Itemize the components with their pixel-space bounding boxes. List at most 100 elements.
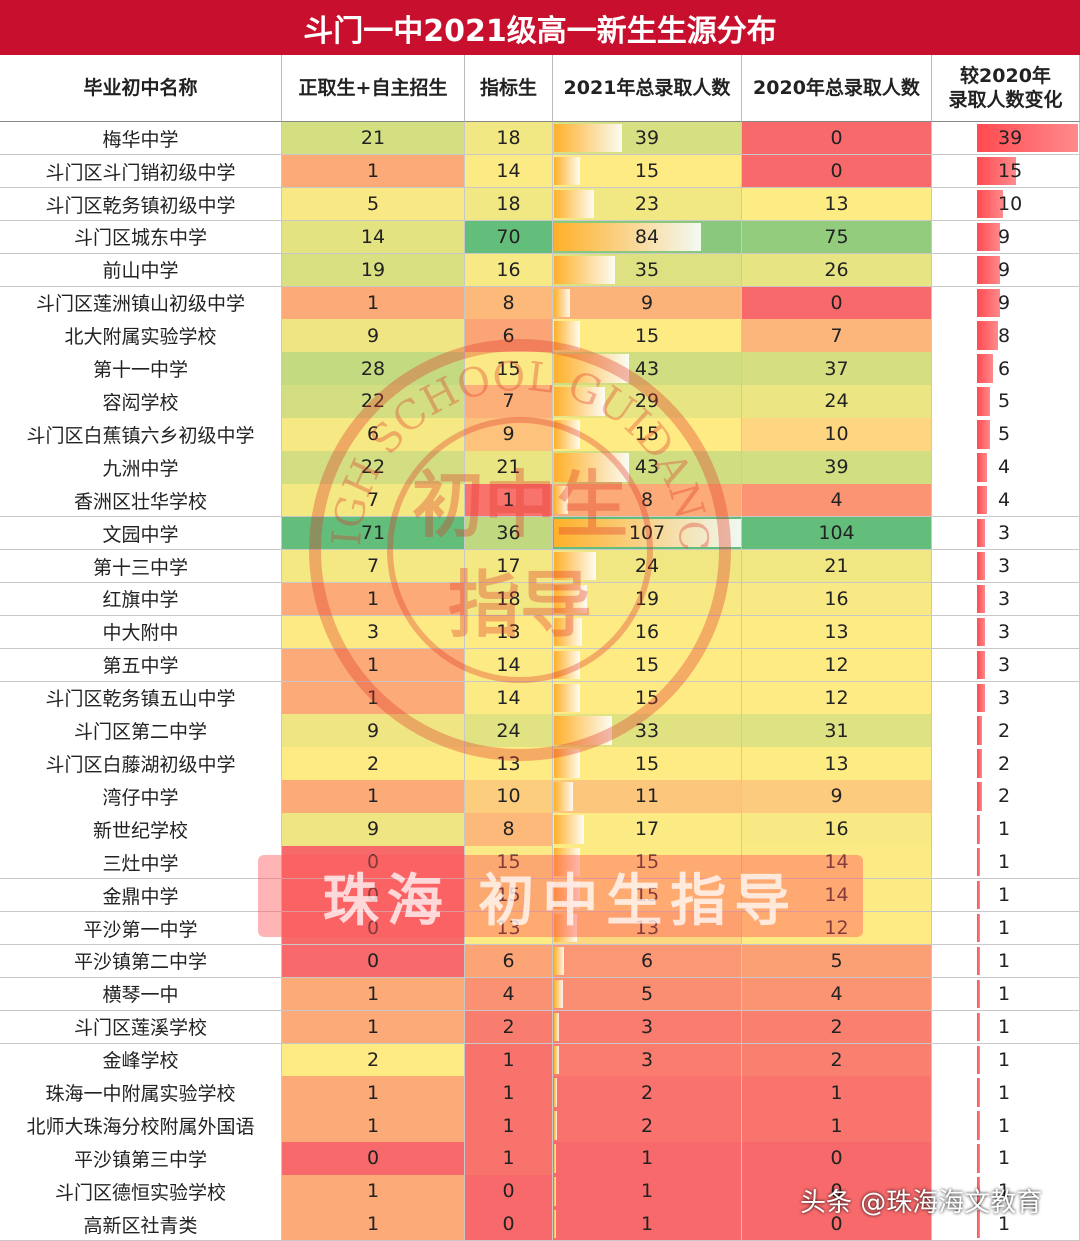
- value-text: 16: [824, 818, 849, 841]
- value-text: 1: [502, 1081, 515, 1104]
- school-name-text: 金峰学校: [102, 1050, 179, 1073]
- value-text: 3: [998, 686, 1011, 709]
- value-cell: 24: [465, 714, 553, 748]
- data-bar: [977, 551, 985, 581]
- value-text: 15: [998, 160, 1023, 183]
- value-cell: 104: [742, 516, 932, 551]
- data-bar: [977, 848, 980, 877]
- value-text: 39: [634, 127, 660, 150]
- school-name-text: 北师大珠海分校附属外国语: [26, 1116, 255, 1139]
- school-name: 三灶中学: [0, 846, 282, 880]
- value-cell: 13: [465, 911, 553, 946]
- value-text: 4: [502, 982, 515, 1005]
- school-name-text: 新世纪学校: [92, 819, 188, 842]
- value-cell: 31: [742, 714, 932, 748]
- value-text: 1: [366, 653, 380, 676]
- school-name: 前山中学: [0, 253, 282, 288]
- value-text: 1: [502, 489, 515, 512]
- school-name: 斗门区莲洲镇山初级中学: [0, 286, 282, 320]
- value-text: 15: [634, 653, 660, 676]
- value-cell: 18: [465, 582, 553, 617]
- data-bar: [977, 913, 980, 943]
- value-cell: 15: [553, 418, 742, 452]
- data-bar: [977, 946, 980, 976]
- value-text: 36: [496, 522, 521, 545]
- value-text: 3: [640, 1015, 654, 1038]
- value-text: 13: [824, 752, 849, 775]
- school-name-text: 第五中学: [102, 655, 179, 678]
- data-bar: [977, 420, 990, 449]
- value-cell: 15: [553, 878, 742, 913]
- value-text: 15: [496, 851, 521, 874]
- data-bar: [977, 486, 988, 515]
- value-cell: 9: [282, 813, 465, 847]
- value-cell: 2: [742, 1010, 932, 1045]
- value-text: 14: [824, 851, 849, 874]
- school-name-text: 斗门区莲洲镇山初级中学: [35, 293, 245, 316]
- value-cell: 0: [282, 846, 465, 880]
- school-name-text: 珠海一中附属实验学校: [45, 1083, 236, 1106]
- value-text: 4: [998, 489, 1011, 512]
- value-cell: 4: [932, 451, 1080, 485]
- value-text: 2: [366, 752, 380, 775]
- data-bar: [554, 420, 581, 449]
- school-name: 斗门区第二中学: [0, 714, 282, 748]
- value-text: 39: [824, 456, 849, 479]
- value-text: 0: [366, 1147, 380, 1170]
- value-cell: 3: [932, 582, 1080, 617]
- value-cell: 8: [465, 813, 553, 847]
- data-bar: [554, 1111, 558, 1140]
- value-text: 14: [496, 686, 521, 709]
- value-text: 1: [366, 1213, 380, 1236]
- value-cell: 0: [742, 286, 932, 320]
- value-text: 7: [366, 489, 380, 512]
- school-name: 平沙镇第二中学: [0, 944, 282, 979]
- value-text: 1: [998, 917, 1011, 940]
- value-text: 9: [366, 818, 380, 841]
- value-text: 14: [496, 653, 521, 676]
- value-text: 21: [360, 127, 386, 150]
- school-name: 斗门区乾务镇初级中学: [0, 187, 282, 222]
- value-cell: 1: [742, 1109, 932, 1143]
- value-text: 2: [366, 1048, 380, 1071]
- value-text: 11: [634, 785, 660, 808]
- data-bar: [554, 387, 605, 416]
- value-cell: 13: [742, 615, 932, 650]
- value-cell: 1: [932, 944, 1080, 979]
- school-name: 香洲区壮华学校: [0, 484, 282, 518]
- value-cell: 6: [553, 944, 742, 979]
- value-cell: 0: [282, 944, 465, 979]
- header-line: 录取人数变化: [948, 89, 1063, 111]
- value-cell: 6: [465, 944, 553, 979]
- column-header: 较2020年 录取人数变化: [932, 55, 1080, 122]
- value-text: 7: [830, 324, 843, 347]
- data-bar: [977, 815, 980, 844]
- value-text: 1: [366, 1081, 380, 1104]
- value-cell: 22: [282, 385, 465, 419]
- value-cell: 4: [465, 977, 553, 1012]
- value-cell: 1: [282, 1175, 465, 1209]
- data-bar: [977, 288, 1001, 317]
- data-bar: [977, 1144, 980, 1173]
- value-cell: 0: [282, 878, 465, 913]
- school-name-text: 文园中学: [102, 523, 179, 546]
- value-cell: 37: [742, 352, 932, 386]
- value-text: 0: [366, 917, 380, 940]
- value-text: 104: [818, 522, 855, 545]
- value-cell: 3: [553, 1043, 742, 1077]
- value-cell: 15: [553, 154, 742, 189]
- value-cell: 10: [742, 418, 932, 452]
- value-cell: 7: [465, 385, 553, 419]
- header-line: 正取生+自主招生: [298, 77, 448, 99]
- data-bar: [554, 288, 570, 317]
- value-text: 43: [634, 357, 660, 380]
- value-text: 1: [366, 1180, 380, 1203]
- value-text: 29: [634, 390, 660, 413]
- data-bar: [554, 1012, 560, 1042]
- value-cell: 1: [465, 484, 553, 518]
- value-text: 9: [998, 225, 1011, 248]
- value-cell: 18: [465, 187, 553, 222]
- value-cell: 21: [465, 451, 553, 485]
- data-bar: [977, 1012, 980, 1042]
- value-cell: 15: [465, 352, 553, 386]
